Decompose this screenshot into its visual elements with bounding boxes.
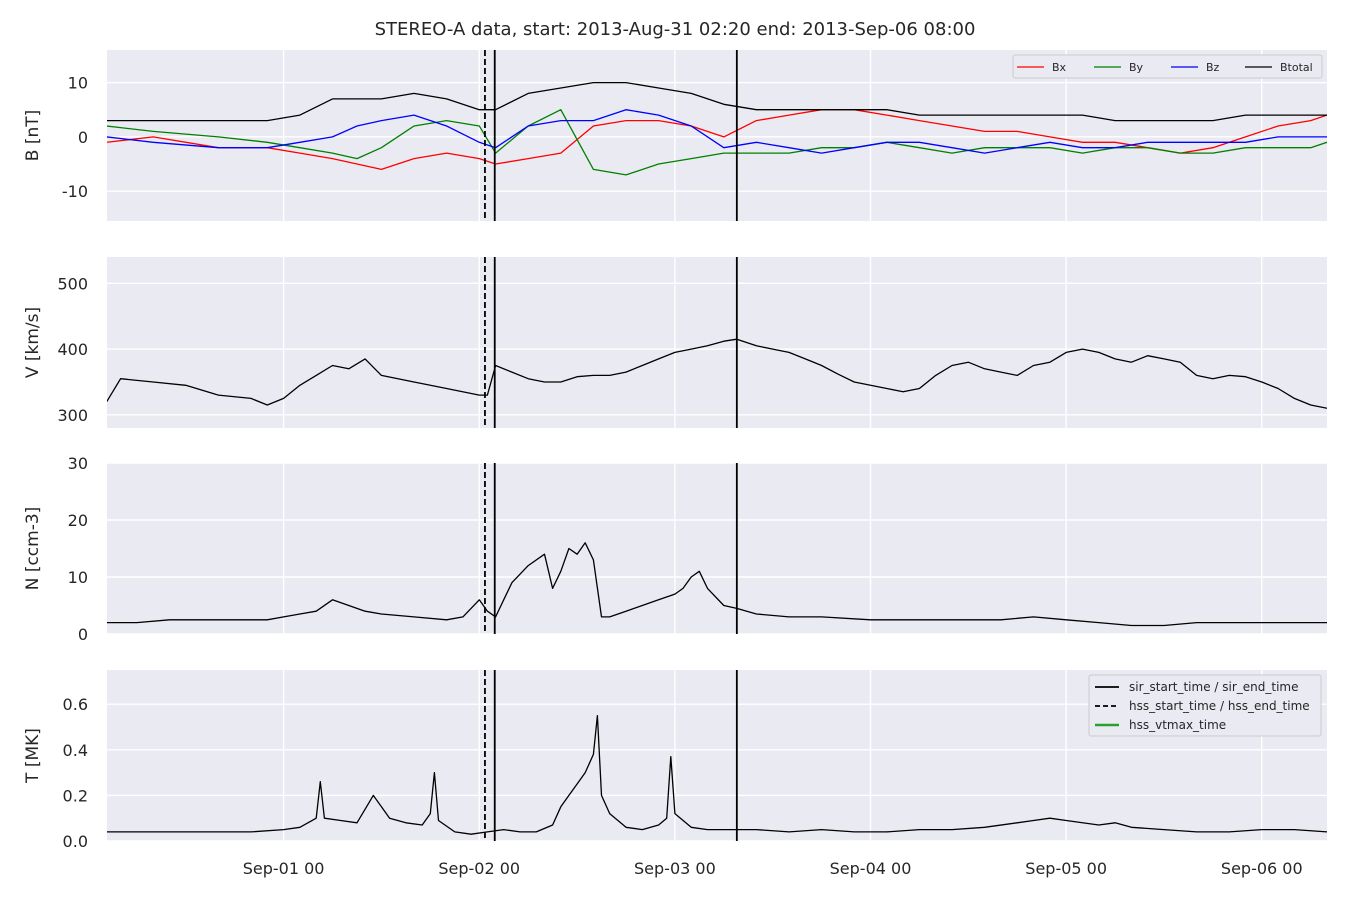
y-tick-label: 10 xyxy=(68,568,88,587)
series-group xyxy=(107,714,1327,835)
legend-events: sir_start_time / sir_end_time hss_start_t… xyxy=(1088,674,1322,737)
y-tick-label: 400 xyxy=(57,340,88,359)
y-tick-label: 300 xyxy=(57,406,88,425)
legend-box xyxy=(1088,674,1322,737)
legend-label: hss_start_time / hss_end_time xyxy=(1129,699,1310,713)
y-tick-label: 0 xyxy=(78,625,88,644)
y-tick-label: 0.4 xyxy=(63,741,88,760)
series-line xyxy=(107,542,1327,627)
series-line xyxy=(107,714,1327,835)
legend-b: Bx By Bz Btotal xyxy=(1012,54,1323,79)
y-axis-label: V [km/s] xyxy=(23,307,43,378)
y-tick-label: 0.6 xyxy=(63,695,88,714)
series-bx xyxy=(107,109,1327,171)
x-tick-label: Sep-05 00 xyxy=(1025,859,1107,878)
series-bz xyxy=(107,109,1327,154)
y-axis-label: N [ccm-3] xyxy=(23,507,43,591)
y-tick-label: 20 xyxy=(68,511,88,530)
y-tick-label: 30 xyxy=(68,454,88,473)
series-by xyxy=(107,109,1327,176)
x-tick-label: Sep-04 00 xyxy=(830,859,912,878)
y-tick-label: -10 xyxy=(62,182,88,201)
legend-label: Btotal xyxy=(1280,61,1313,74)
x-tick-label: Sep-03 00 xyxy=(634,859,716,878)
plot-background xyxy=(107,463,1327,634)
series-line xyxy=(107,338,1327,409)
x-tick-label: Sep-02 00 xyxy=(438,859,520,878)
y-tick-label: 0.0 xyxy=(63,832,88,851)
y-axis-label: B [nT] xyxy=(23,110,43,162)
x-tick-label: Sep-01 00 xyxy=(243,859,325,878)
legend-label: Bx xyxy=(1052,61,1067,74)
panel-3: 0 10 20 30 N [ccm-3] xyxy=(23,454,1327,644)
legend-box xyxy=(1012,54,1323,79)
panel-2: 300 400 500 V [km/s] xyxy=(23,257,1327,428)
series-group xyxy=(107,81,1327,176)
legend-label: Bz xyxy=(1206,61,1220,74)
y-axis-label: T [MK] xyxy=(23,728,43,784)
x-tick-label: Sep-06 00 xyxy=(1221,859,1303,878)
y-tick-label: 10 xyxy=(68,74,88,93)
series-group xyxy=(107,542,1327,627)
legend-label: By xyxy=(1129,61,1144,74)
legend-label: hss_vtmax_time xyxy=(1129,718,1226,732)
series-btotal xyxy=(107,81,1327,122)
legend-label: sir_start_time / sir_end_time xyxy=(1129,680,1299,694)
panel-1: -10 0 10 B [nT] Bx By Bz Btotal xyxy=(23,50,1327,221)
y-tick-label: 500 xyxy=(57,274,88,293)
y-tick-label: 0.2 xyxy=(63,786,88,805)
series-group xyxy=(107,338,1327,409)
chart-title: STEREO-A data, start: 2013-Aug-31 02:20 … xyxy=(374,19,976,40)
panel-4: 0.0 0.2 0.4 0.6 T [MK] sir_start_time / sir_e… xyxy=(23,670,1327,851)
y-tick-label: 0 xyxy=(78,128,88,147)
